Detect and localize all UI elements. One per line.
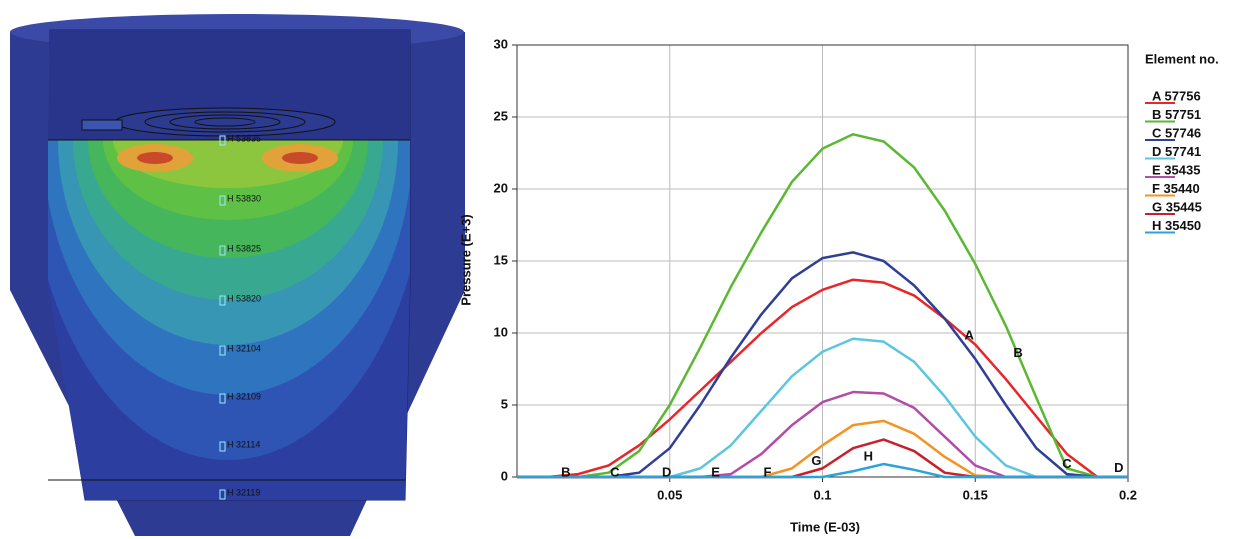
y-tick-label: 0 (501, 468, 508, 483)
x-tick-label: 0.2 (1119, 487, 1137, 502)
curve-annotation: C (610, 464, 620, 479)
y-tick-label: 20 (494, 180, 508, 195)
probe-label: H 53820 (227, 293, 261, 303)
x-tick-label: 0.1 (813, 487, 831, 502)
curve-annotation: H (864, 449, 873, 464)
y-axis-label: Pressure (E+3) (458, 214, 473, 305)
legend-label: G 35445 (1152, 199, 1202, 214)
curve-annotation: G (811, 453, 821, 468)
curve-annotation: D (1114, 460, 1123, 475)
probe-label: H 53825 (227, 243, 261, 253)
legend-label: A 57756 (1152, 88, 1201, 103)
vessel-model (10, 0, 465, 536)
figure: Time (E-03) Pressure (E+3) Element no. H… (0, 0, 1240, 539)
probe-label: H 32104 (227, 343, 261, 353)
legend-label: F 35440 (1152, 181, 1200, 196)
probe-label: H 53830 (227, 193, 261, 203)
curve-annotation: C (1062, 456, 1072, 471)
legend-label: E 35435 (1152, 162, 1200, 177)
curve-annotation: D (662, 464, 671, 479)
probe-label: H 32109 (227, 391, 261, 401)
y-tick-label: 5 (501, 396, 508, 411)
legend-label: B 57751 (1152, 107, 1201, 122)
x-axis-label: Time (E-03) (790, 519, 860, 534)
legend-title: Element no. (1145, 51, 1219, 66)
chart: Time (E-03) Pressure (E+3) Element no. (458, 51, 1218, 534)
legend-label: C 57746 (1152, 125, 1201, 140)
legend-label: D 57741 (1152, 144, 1201, 159)
curve-annotation: E (711, 464, 720, 479)
probe-label: H 32114 (227, 439, 260, 449)
probe-label: H 53835 (227, 133, 261, 143)
y-tick-label: 15 (494, 252, 508, 267)
curve-annotation: B (1013, 345, 1022, 360)
legend-label: H 35450 (1152, 218, 1201, 233)
curve-annotation: B (561, 464, 570, 479)
y-tick-label: 10 (494, 324, 508, 339)
x-tick-label: 0.05 (657, 487, 682, 502)
curve-annotation: A (964, 328, 974, 343)
y-tick-label: 30 (494, 36, 508, 51)
curve-annotation: F (764, 464, 772, 479)
y-tick-label: 25 (494, 108, 508, 123)
probe-label: H 32119 (227, 487, 260, 497)
x-tick-label: 0.15 (963, 487, 988, 502)
